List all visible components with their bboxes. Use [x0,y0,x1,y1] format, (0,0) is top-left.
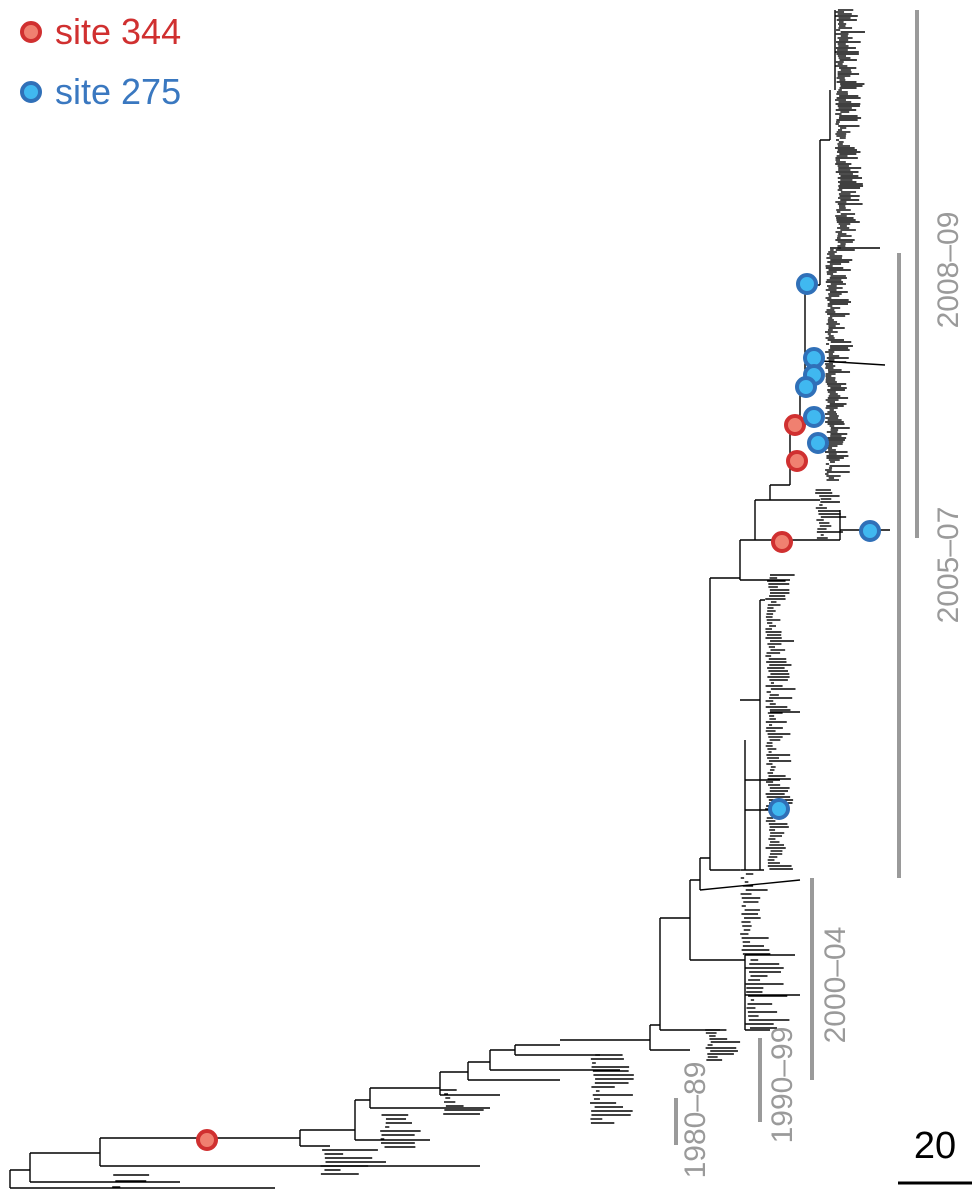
mutation-markers [196,273,881,1151]
scale-bar-label: 20 [914,1125,956,1167]
site-275-marker-icon [20,81,42,103]
site-344-marker-icon [771,531,793,553]
legend-label-site-344: site 344 [55,11,181,52]
site-344-marker-icon [20,21,42,43]
scale-bar: 20 [898,1125,972,1185]
site-344-marker-icon [784,414,806,436]
period-label-2008-09: 2008–09 [932,212,965,329]
clade-brushes [112,9,865,1188]
legend-item-site-275: site 275 [20,71,181,112]
site-275-marker-icon [795,376,817,398]
period-label-1990-99: 1990–99 [766,1027,799,1144]
site-275-marker-icon [768,798,790,820]
period-annotations: 2008–09 2005–07 2000–04 1990–99 1980–89 [674,10,965,1179]
site-275-marker-icon [803,406,825,428]
site-275-marker-icon [807,432,829,454]
site-344-marker-icon [786,450,808,472]
period-label-2000-04: 2000–04 [819,927,852,1044]
site-275-marker-icon [859,520,881,542]
site-275-marker-icon [796,273,818,295]
legend-label-site-275: site 275 [55,71,181,112]
legend: site 344 site 275 [20,11,181,112]
legend-item-site-344: site 344 [20,11,181,52]
tree [9,9,890,1189]
site-344-marker-icon [196,1129,218,1151]
period-label-2005-07: 2005–07 [932,507,965,624]
period-label-1980-89: 1980–89 [679,1062,712,1179]
